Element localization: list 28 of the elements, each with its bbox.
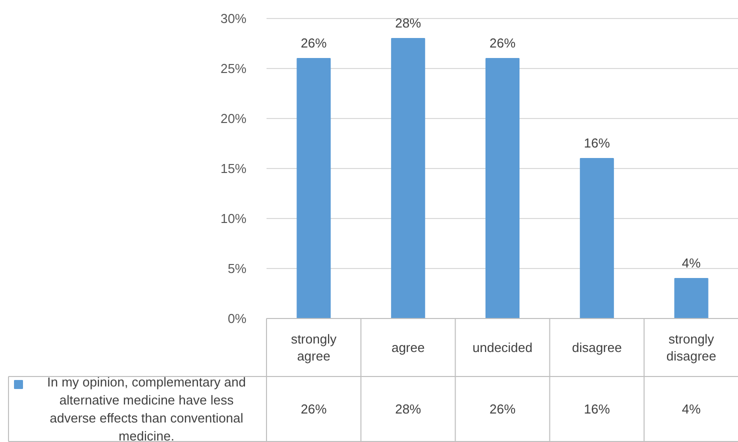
bar xyxy=(674,278,708,319)
data-label: 28% xyxy=(395,402,422,416)
bar xyxy=(296,58,331,319)
data-label: 4% xyxy=(682,402,702,416)
legend-label: In my opinion, complementary and alternative medicine have less adverse effects than conventional medicine. xyxy=(47,374,246,442)
data-label: 26% xyxy=(300,402,328,416)
y-tick-label: 5% xyxy=(228,261,247,276)
bar xyxy=(391,38,426,319)
y-tick-label: 20% xyxy=(220,111,247,126)
y-tick-label: 30% xyxy=(220,11,247,26)
y-tick-label: 25% xyxy=(220,61,247,76)
text: 28% xyxy=(395,16,422,30)
x-tick-label: strongly agree xyxy=(290,331,337,364)
text: 4% xyxy=(682,256,701,270)
y-tick-label: 15% xyxy=(220,161,247,176)
data-label: 26% xyxy=(489,402,516,416)
data-label: 16% xyxy=(584,402,610,416)
x-tick-label: agree xyxy=(391,340,425,355)
x-tick-label: disagree xyxy=(572,340,622,355)
bar xyxy=(580,158,614,319)
x-tick-label: undecided xyxy=(472,340,532,355)
bar xyxy=(485,58,520,319)
text: 26% xyxy=(300,36,327,50)
text: 26% xyxy=(489,36,516,50)
x-tick-label: strongly disagree xyxy=(666,331,716,364)
text: 16% xyxy=(584,136,610,150)
y-tick-label: 0% xyxy=(228,311,247,326)
y-tick-label: 10% xyxy=(220,211,247,226)
